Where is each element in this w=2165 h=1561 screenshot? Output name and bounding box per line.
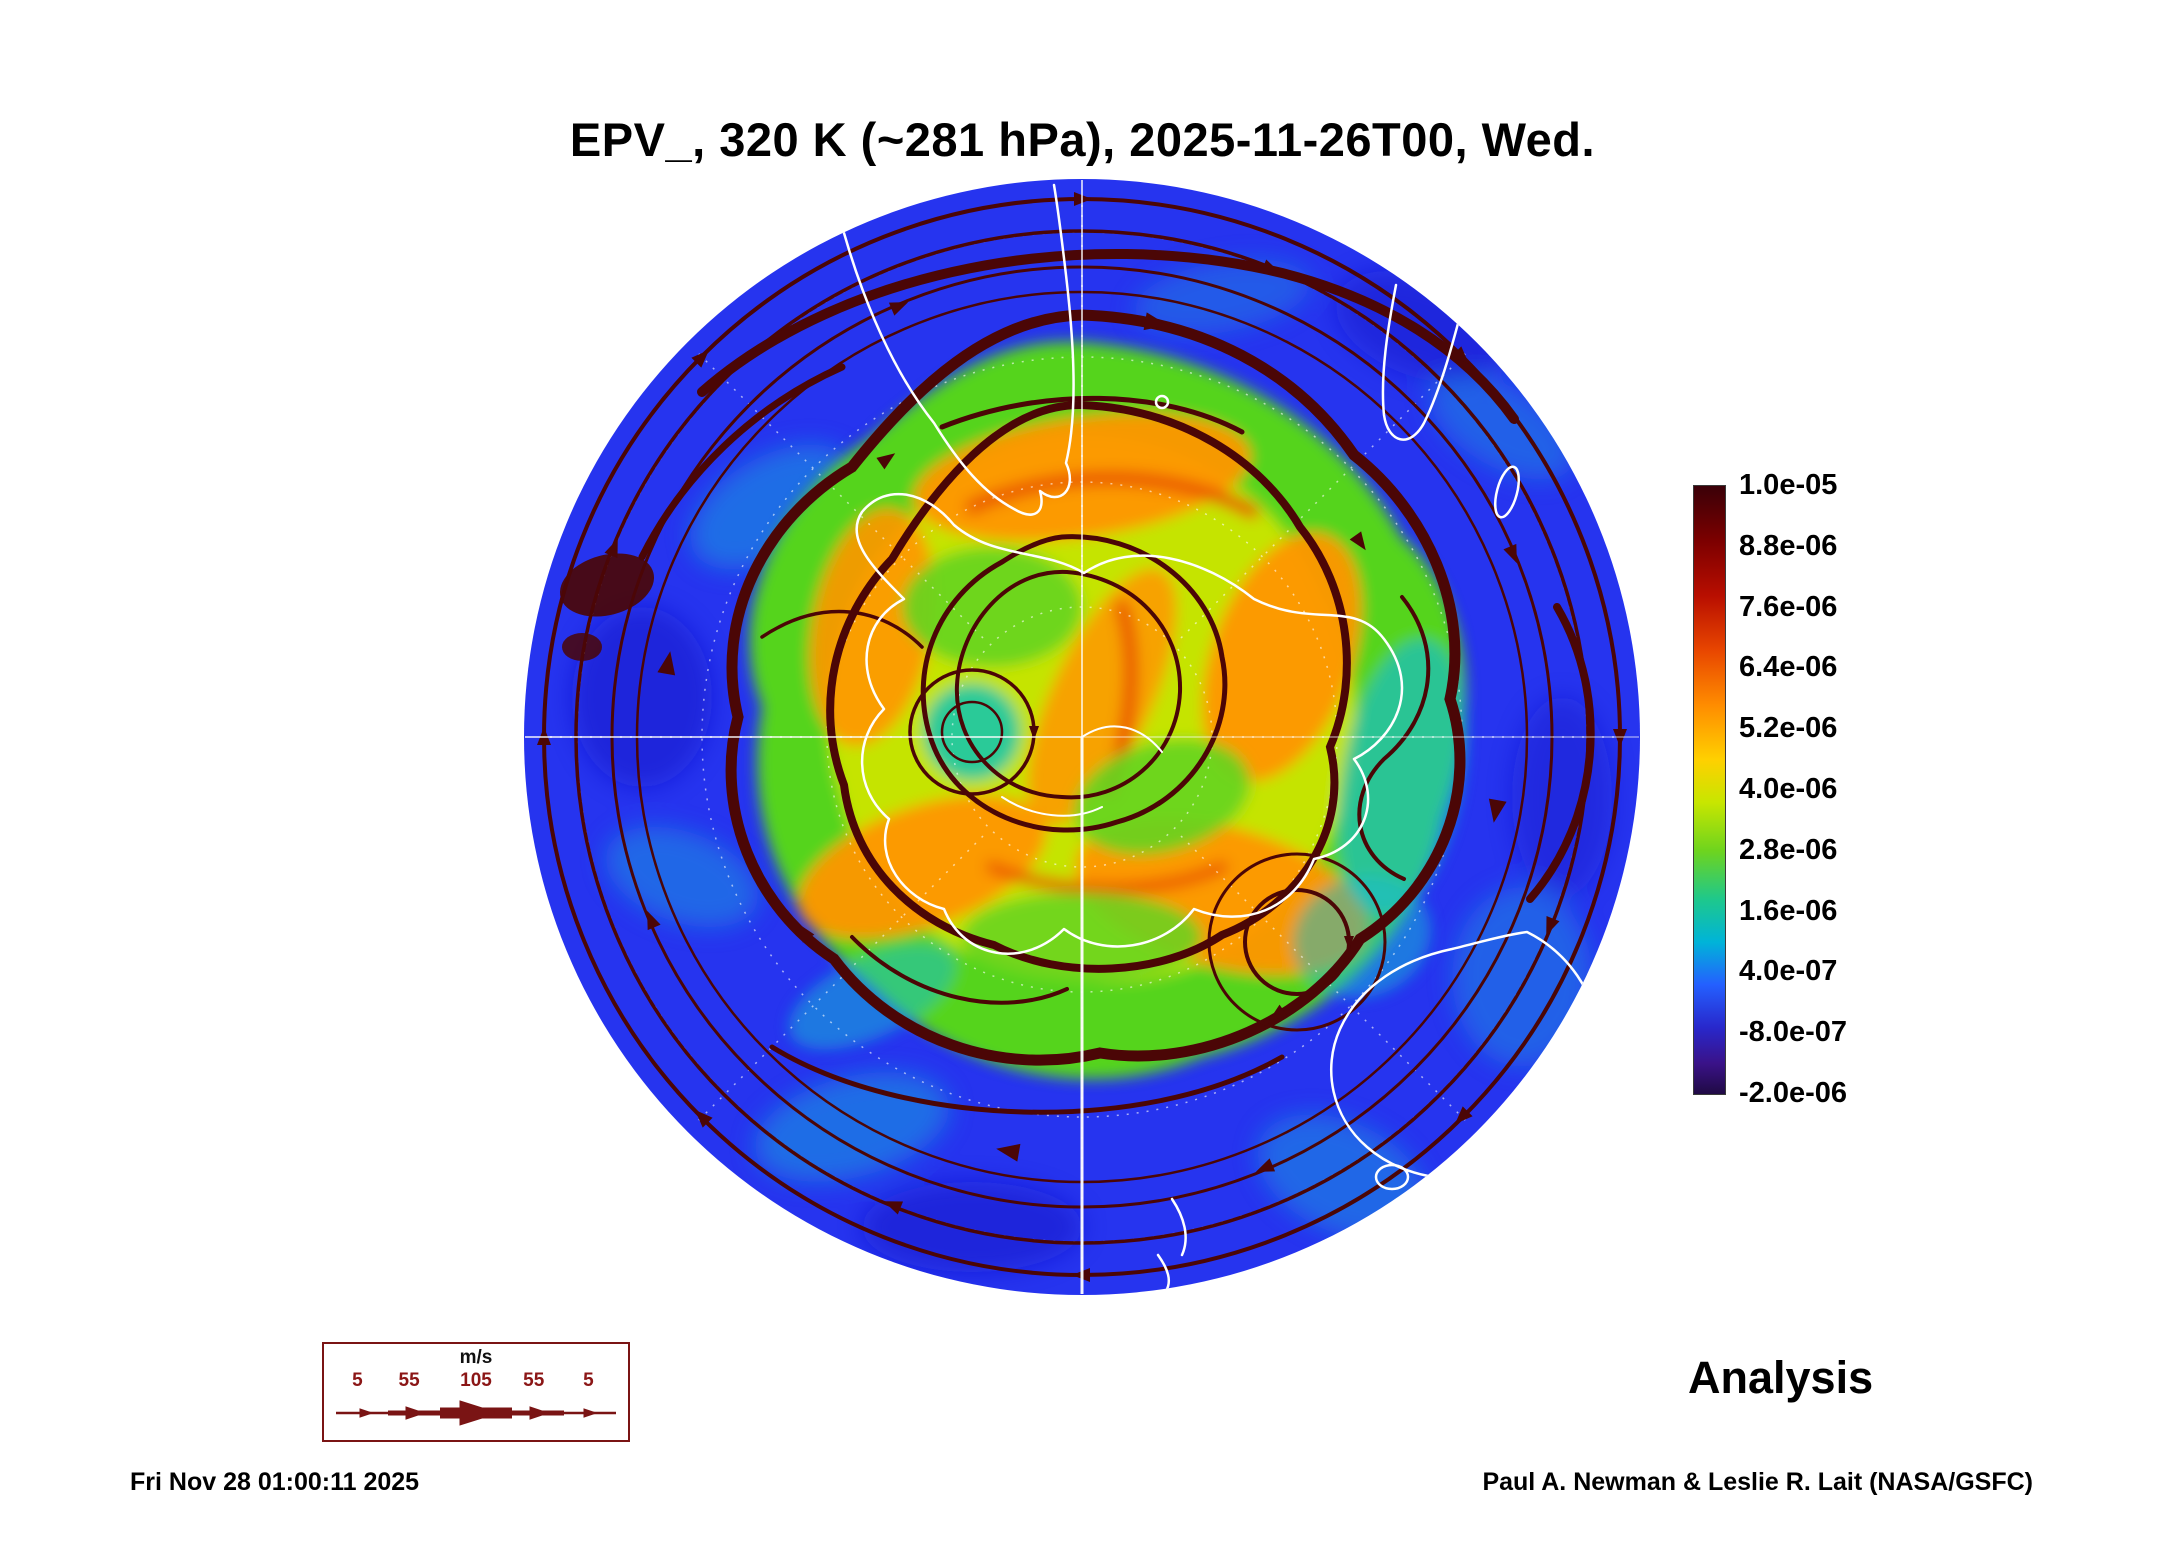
epv-high-patch	[559, 553, 655, 661]
wind-legend-ticks: 5 55 105 55 5	[324, 1370, 628, 1392]
wind-arrow-scale-icon	[336, 1400, 616, 1426]
south-america-coastline	[842, 183, 1075, 516]
colorbar-label: 4.0e-07	[1739, 955, 1838, 988]
colorbar-label: 7.6e-06	[1739, 590, 1838, 623]
meridian-lines	[525, 180, 1639, 1294]
colorbar-label: 1.6e-06	[1739, 894, 1838, 927]
plot-title: EPV_, 320 K (~281 hPa), 2025-11-26T00, W…	[569, 113, 1596, 166]
colorbar-label: 2.8e-06	[1739, 833, 1838, 866]
wind-tick-label: 105	[460, 1370, 492, 1391]
analysis-label: Analysis	[1688, 1352, 1874, 1403]
colorbar-label: 8.8e-06	[1739, 529, 1838, 562]
generated-timestamp: Fri Nov 28 01:00:11 2025	[130, 1468, 420, 1496]
new-zealand-coastline	[1170, 1197, 1187, 1257]
polar-map-svg	[524, 179, 1640, 1295]
wind-tick-label: 5	[352, 1370, 363, 1391]
africa-coastline	[1381, 261, 1476, 441]
colorbar-label: -2.0e-06	[1739, 1076, 1848, 1109]
colorbar-label: 1.0e-05	[1739, 469, 1838, 501]
colorbar-label: 5.2e-06	[1739, 712, 1838, 745]
wind-tick-label: 55	[398, 1370, 420, 1391]
ocean-texture	[572, 259, 1612, 1272]
wind-legend-unit: m/s	[459, 1347, 493, 1368]
wind-speed-legend: m/s 5 55 105 55 5	[322, 1342, 630, 1442]
colorbar-labels: 1.0e-05 8.8e-06 7.6e-06 6.4e-06 5.2e-06 …	[1739, 469, 1848, 1109]
credit-text: Paul A. Newman & Leslie R. Lait (NASA/GS…	[1482, 1468, 2033, 1496]
colorbar-gradient	[1693, 485, 1726, 1095]
wind-tick-label: 55	[523, 1370, 545, 1391]
colorbar-label: 6.4e-06	[1739, 651, 1838, 684]
colorbar-label: -8.0e-07	[1739, 1016, 1848, 1049]
epv-map	[522, 177, 1642, 1297]
colorbar-label: 4.0e-06	[1739, 772, 1838, 805]
colorbar: 1.0e-05 8.8e-06 7.6e-06 6.4e-06 5.2e-06 …	[1693, 469, 1993, 1109]
wind-tick-label: 5	[583, 1370, 594, 1391]
streamline-arrowheads	[537, 192, 1627, 1282]
